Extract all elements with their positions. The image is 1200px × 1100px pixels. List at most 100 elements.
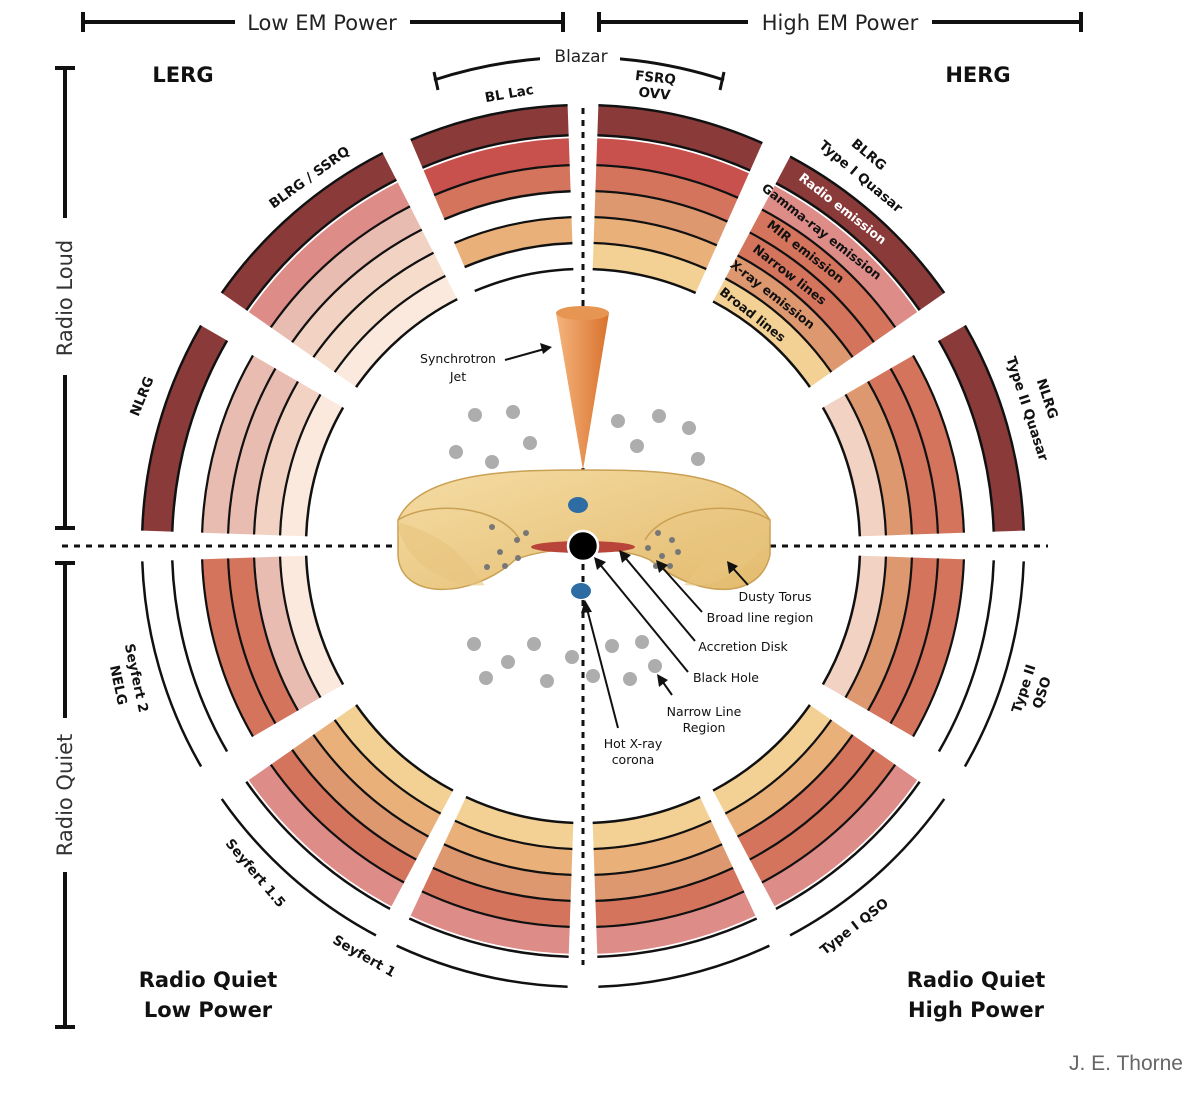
dusty-torus-label: Dusty Torus [738,589,811,604]
nlr-dot [506,405,520,419]
segment-seyfert1-right-band-5 [592,797,711,848]
lerg-label: LERG [152,63,213,87]
nlr-dot [523,436,537,450]
accretion-disk-label: Accretion Disk [698,639,788,654]
segment-blrg-ssrq-separator-4 [333,274,447,373]
segment-fsrq-ovv-separator-3 [594,215,718,247]
corona-label: corona [612,752,655,767]
narrow-line-label: Narrow Line [667,704,742,719]
segment-seyfert15-band-2 [271,750,416,882]
segment-bl-lac-separator-0 [421,134,569,169]
segment-blrg-type1-quasar-separator-1 [761,208,897,329]
nlr-dot [467,637,481,651]
segment-seyfert15-band-1 [248,765,404,907]
header-high-em-power: High EM Power [597,11,1083,35]
segment-blrg-type1-quasar-separator-4 [724,277,833,373]
segment-blrg-ssrq-band-2 [271,207,422,342]
narrow-line-region-dots [449,405,705,688]
segment-blrg-ssrq-outline [220,151,384,294]
segment-fsrq-ovv-band-4 [593,218,717,269]
segment-type1-qso-band-2 [750,750,895,882]
segment-nlrg-left-separator-1 [200,354,255,533]
segment-seyfert1-right-separator-2 [595,866,734,903]
segment-nlrg-type2-quasar-separator-0 [937,339,995,532]
segment-nlrg-type2-quasar-separator-3 [866,380,914,535]
nlr-dot [565,650,579,664]
segment-nlrg-type2-quasar-outline [963,324,1025,531]
nlrg-left-label: NLRG [127,374,157,418]
region-label: Region [683,720,726,735]
blazar-bracket: Blazar [432,44,726,91]
segment-seyfert15-band-3 [293,735,429,859]
nlr-dot [635,635,649,649]
segment-bl-lac-separator-4 [464,241,573,269]
segment-seyfert1-right-band-3 [594,845,733,900]
segment-nlrg-left-band-2 [203,356,275,534]
segment-seyfert15-separator-4 [333,719,442,815]
nlr-dot [605,639,619,653]
segment-blrg-type1-quasar-band-1 [762,185,918,327]
blr-dot [659,553,665,559]
segment-nlrg-left-separator-5 [304,406,345,537]
segment-fsrq-ovv-band-5 [592,244,706,293]
segment-blrg-type1-quasar-separator-3 [736,254,854,359]
nlr-dot [449,445,463,459]
segment-seyfert2-nelg-separator-1 [200,559,255,738]
segment-fsrq-ovv-outline [598,104,763,145]
blr-dot [514,537,520,543]
segment-blrg-ssrq-separator-2 [291,228,423,344]
segment-type2-qso-band-2 [891,558,963,736]
segment-blrg-ssrq-separator-0 [245,178,397,311]
blazar-label: Blazar [554,47,607,67]
high-em-power-label: High EM Power [762,11,919,35]
low-em-power-label: Low EM Power [247,11,397,35]
nlr-dot [630,439,644,453]
segment-seyfert15-separator-5 [355,704,454,792]
segment-type2-qso-separator-5 [821,555,862,686]
radio-loud-label: Radio Loud [53,240,77,357]
nlr-dot [648,659,662,673]
segment-fsrq-ovv-band-1 [596,138,749,198]
segment-seyfert2-nelg-band-4 [255,556,320,710]
segment-seyfert1-left-band-4 [444,821,573,874]
type1-qso-label: Type I QSO [817,895,892,958]
segment-nlrg-left-outline [141,324,203,531]
nlr-dot [540,674,554,688]
segment-nlrg-left-band-5 [281,395,343,537]
segment-nlrg-type2-quasar-band-4 [846,382,911,536]
segment-seyfert2-nelg-separator-4 [278,556,322,699]
segment-seyfert1-left-separator-0 [408,917,569,958]
segment-seyfert2-nelg-separator-2 [226,558,277,725]
segment-seyfert15-separator-2 [291,748,417,861]
segment-type1-qso-separator-1 [761,763,897,884]
segment-seyfert1-left [396,795,574,988]
seyfert15-label: Seyfert 1.5 [222,836,289,911]
segment-type1-qso-band-4 [725,720,852,836]
segment-seyfert2-nelg-band-3 [229,557,298,723]
segment-seyfert2-nelg-band-5 [281,555,343,697]
segment-type1-qso-outline [789,798,946,937]
credit-label: J. E. Thorne [1069,1052,1183,1075]
segment-nlrg-left [141,324,345,537]
broad-line-region-label: Broad line region [707,610,814,625]
blr-dot [675,549,681,555]
segment-type1-qso-band-3 [737,735,873,859]
segment-bl-lac-band-1 [423,138,570,195]
segment-type1-qso-band-1 [762,765,918,907]
segment-bl-lac-band-2 [434,166,571,219]
segment-blrg-ssrq-band-1 [248,182,410,327]
corona-top [568,497,588,513]
segment-type1-qso-separator-2 [749,748,875,861]
agn-model [397,306,771,688]
segment-seyfert1-right-separator-0 [597,917,758,958]
segment-fsrq-ovv-separator-4 [593,241,707,271]
segment-nlrg-type2-quasar-band-3 [868,369,937,535]
nlr-dot [623,672,637,686]
side-radio-quiet: Radio Quiet [53,561,77,1029]
segment-seyfert1-right-band-2 [595,868,744,926]
segment-seyfert15-band-4 [314,720,441,836]
segment-type1-qso-separator-4 [724,719,833,815]
segment-seyfert2-nelg-separator-5 [304,555,345,686]
segment-nlrg-left-band-0 [143,326,227,532]
blr-dot [515,555,521,561]
